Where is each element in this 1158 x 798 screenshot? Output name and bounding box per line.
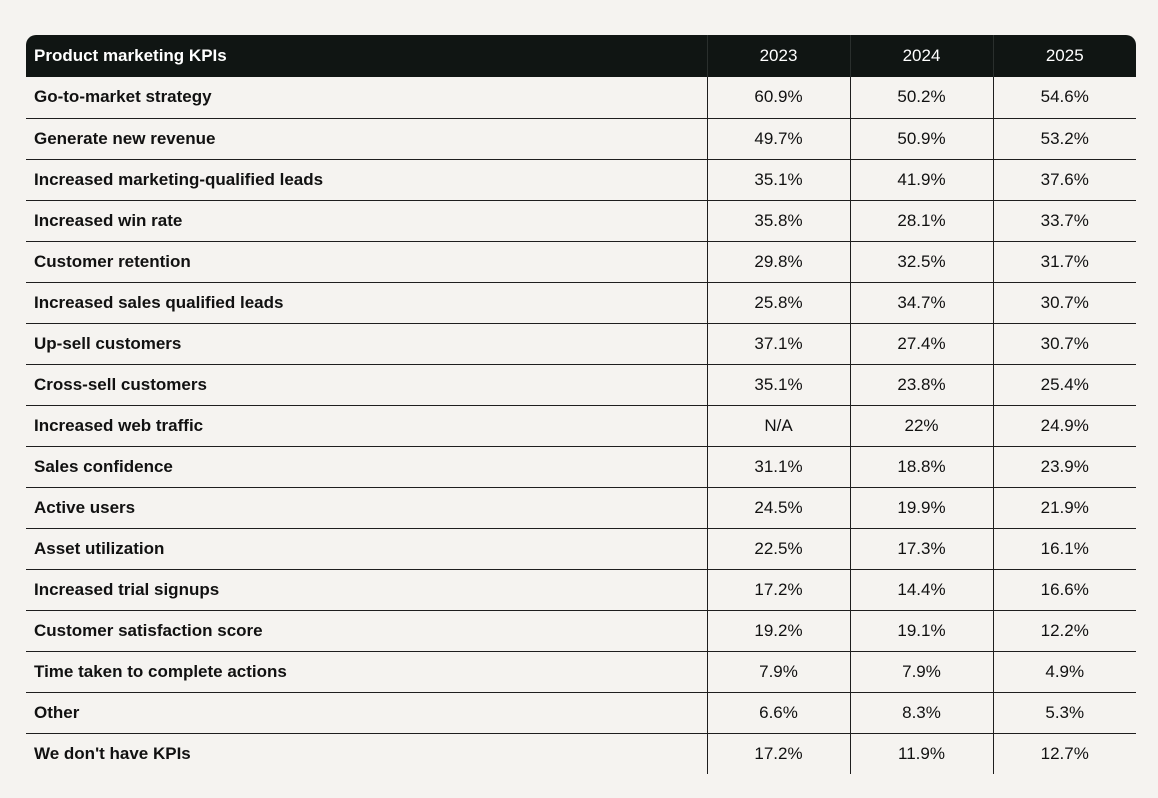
cell-value-2024: 7.9% <box>849 651 993 693</box>
row-label: Customer satisfaction score <box>26 610 707 652</box>
cell-value-2025: 21.9% <box>992 487 1136 529</box>
cell-value-2023: 60.9% <box>706 77 850 119</box>
cell-value-2024: 17.3% <box>849 528 993 570</box>
cell-value-2025: 33.7% <box>992 200 1136 242</box>
cell-value-2024: 18.8% <box>849 446 993 488</box>
row-label: Generate new revenue <box>26 118 707 160</box>
cell-value-2025: 12.2% <box>992 610 1136 652</box>
table-row: Customer retention 29.8% 32.5% 31.7% <box>26 241 1136 283</box>
table-row: Up-sell customers 37.1% 27.4% 30.7% <box>26 323 1136 365</box>
row-label: Asset utilization <box>26 528 707 570</box>
kpi-table: Product marketing KPIs 2023 2024 2025 Go… <box>26 35 1136 774</box>
table-row: Generate new revenue 49.7% 50.9% 53.2% <box>26 118 1136 160</box>
column-header-2023: 2023 <box>706 35 850 77</box>
cell-value-2025: 31.7% <box>992 241 1136 283</box>
cell-value-2024: 32.5% <box>849 241 993 283</box>
cell-value-2025: 16.1% <box>992 528 1136 570</box>
table-row: Cross-sell customers 35.1% 23.8% 25.4% <box>26 364 1136 406</box>
cell-value-2024: 23.8% <box>849 364 993 406</box>
row-label: Other <box>26 692 707 734</box>
cell-value-2025: 24.9% <box>992 405 1136 447</box>
row-label: We don't have KPIs <box>34 743 191 763</box>
cell-value-2025: 23.9% <box>992 446 1136 488</box>
cell-value-2025: 25.4% <box>992 364 1136 406</box>
cell-value-2023: 35.8% <box>706 200 850 242</box>
row-label: Cross-sell customers <box>26 364 707 406</box>
table-row: Increased sales qualified leads 25.8% 34.7… <box>26 282 1136 324</box>
row-label: Up-sell customers <box>26 323 707 365</box>
table-row: Go-to-market strategy 60.9% 50.2% 54.6% <box>26 77 1136 119</box>
row-label: Time taken to complete actions <box>26 651 707 693</box>
table-row: Active users 24.5% 19.9% 21.9% <box>26 487 1136 529</box>
cell-value-2024: 19.9% <box>849 487 993 529</box>
row-label: Sales confidence <box>26 446 707 488</box>
column-header-2024: 2024 <box>849 35 993 77</box>
kpi-table-container: Product marketing KPIs 2023 2024 2025 Go… <box>26 35 1136 774</box>
cell-value-2023: 7.9% <box>706 651 850 693</box>
cell-value-2025: 37.6% <box>992 159 1136 201</box>
cell-value-2024: 50.9% <box>849 118 993 160</box>
cell-value-2023: 29.8% <box>706 241 850 283</box>
table-row: Increased trial signups 17.2% 14.4% 16.6% <box>26 569 1136 611</box>
cell-value-2024: 34.7% <box>849 282 993 324</box>
cell-value-2025: 54.6% <box>992 77 1136 119</box>
cell-value-2024: 27.4% <box>849 323 993 365</box>
cell-value-2024: 28.1% <box>849 200 993 242</box>
table-header-row: Product marketing KPIs 2023 2024 2025 <box>26 35 1136 77</box>
cell-value-2024: 41.9% <box>849 159 993 201</box>
cell-value-2024: 11.9% <box>849 733 993 774</box>
cell-value-2024: 8.3% <box>849 692 993 734</box>
table-row: Increased marketing-qualified leads 35.1%… <box>26 159 1136 201</box>
row-label: Go-to-market strategy <box>26 77 707 119</box>
cell-value-2024: 14.4% <box>849 569 993 611</box>
cell-value-2023: 25.8% <box>706 282 850 324</box>
table-row: Other 6.6% 8.3% 5.3% <box>26 692 1136 734</box>
row-label: Increased marketing-qualified leads <box>26 159 707 201</box>
table-row: We don't have KPIs 17.2% 11.9% 12.7% <box>26 733 1136 774</box>
column-header-2025: 2025 <box>992 35 1136 77</box>
cell-value-2023: 17.2% <box>706 569 850 611</box>
cell-value-2025: 4.9% <box>992 651 1136 693</box>
cell-value-2025: 5.3% <box>992 692 1136 734</box>
cell-value-2025: 53.2% <box>992 118 1136 160</box>
cell-value-2024: 50.2% <box>849 77 993 119</box>
cell-value-2023: 6.6% <box>706 692 850 734</box>
cell-value-2023: 19.2% <box>706 610 850 652</box>
cell-value-2024: 22% <box>849 405 993 447</box>
row-label: Increased win rate <box>26 200 707 242</box>
cell-value-2023: 37.1% <box>706 323 850 365</box>
table-row: Increased win rate 35.8% 28.1% 33.7% <box>26 200 1136 242</box>
cell-value-2023: N/A <box>706 405 850 447</box>
table-row: Customer satisfaction score 19.2% 19.1% 12.… <box>26 610 1136 652</box>
cell-value-2025: 16.6% <box>992 569 1136 611</box>
cell-value-2024: 19.1% <box>849 610 993 652</box>
table-row: Time taken to complete actions 7.9% 7.9% 4.… <box>26 651 1136 693</box>
row-label: Increased sales qualified leads <box>26 282 707 324</box>
cell-value-2023: 35.1% <box>706 159 850 201</box>
table-row: Asset utilization 22.5% 17.3% 16.1% <box>26 528 1136 570</box>
row-label: Increased trial signups <box>26 569 707 611</box>
cell-value-2023: 49.7% <box>706 118 850 160</box>
cell-value-2023: 31.1% <box>706 446 850 488</box>
cell-value-2025: 30.7% <box>992 323 1136 365</box>
cell-value-2023: 35.1% <box>706 364 850 406</box>
cell-value-2023: 17.2% <box>706 733 850 774</box>
row-label: Customer retention <box>26 241 707 283</box>
table-row: Sales confidence 31.1% 18.8% 23.9% <box>26 446 1136 488</box>
table-body: Go-to-market strategy 60.9% 50.2% 54.6% Gene… <box>26 77 1136 774</box>
row-label: Increased web traffic <box>26 405 707 447</box>
cell-value-2025: 30.7% <box>992 282 1136 324</box>
cell-value-2023: 24.5% <box>706 487 850 529</box>
table-title: Product marketing KPIs <box>26 35 707 77</box>
row-label: Active users <box>26 487 707 529</box>
table-row: Increased web traffic N/A 22% 24.9% <box>26 405 1136 447</box>
cell-value-2025: 12.7% <box>992 733 1136 774</box>
cell-value-2023: 22.5% <box>706 528 850 570</box>
